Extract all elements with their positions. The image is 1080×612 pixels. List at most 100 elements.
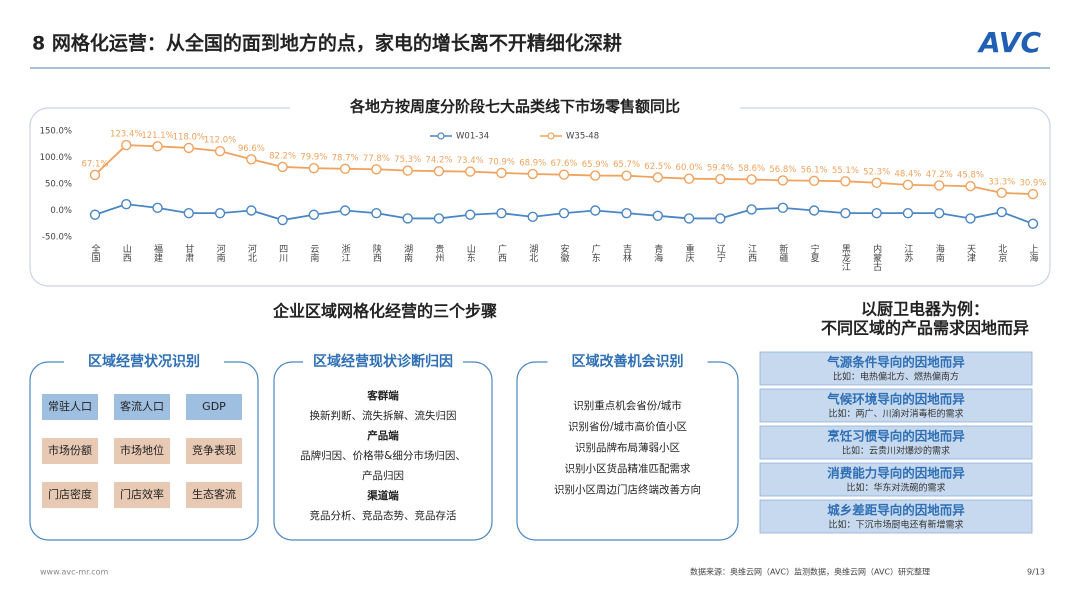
- data-point: [152, 141, 163, 152]
- data-point: [527, 211, 538, 223]
- data-label: 45.8%: [957, 171, 984, 181]
- example-box: [759, 425, 1033, 460]
- data-point: [746, 204, 757, 215]
- data-label: 56.1%: [801, 165, 828, 175]
- data-point: [465, 166, 476, 177]
- data-point: [402, 165, 413, 176]
- example-title: 烹饪习惯导向的因地而异: [827, 429, 965, 444]
- x-tick-label: 江西: [746, 244, 757, 263]
- data-point: [777, 202, 789, 214]
- example-box: [759, 388, 1033, 423]
- x-tick-label: 江苏: [902, 244, 913, 263]
- step-line: 识别小区货品精准匹配需求: [565, 462, 691, 475]
- data-point: [433, 165, 445, 177]
- data-point: [183, 142, 195, 154]
- step-cell: [42, 482, 98, 508]
- data-label: 56.8%: [769, 165, 796, 175]
- data-point: [652, 210, 663, 222]
- step-cell-label: 市场地位: [120, 443, 164, 457]
- step-title: 区域经营状况识别: [88, 353, 200, 370]
- x-tick-label: 北京: [996, 244, 1007, 263]
- data-point: [89, 169, 101, 181]
- data-point: [339, 205, 351, 216]
- example-note: 比如：云贵川对爆炒的需求: [842, 445, 950, 457]
- data-point: [934, 180, 945, 191]
- step-title-bg: [303, 352, 463, 372]
- data-label: 65.7%: [613, 160, 640, 170]
- data-point: [621, 207, 632, 219]
- data-point: [89, 209, 101, 220]
- step-cell-label: 竞争表现: [192, 443, 236, 457]
- data-label: 62.5%: [644, 162, 671, 172]
- data-point: [183, 207, 195, 219]
- data-label: 118.0%: [173, 132, 205, 142]
- step-cell: [186, 482, 242, 508]
- data-point: [121, 139, 132, 151]
- data-point: [1027, 218, 1039, 229]
- data-point: [871, 177, 882, 188]
- x-tick-label: 青海: [652, 243, 663, 263]
- step-cell: [114, 482, 170, 508]
- steps-title: 企业区域网格化经营的三个步骤: [272, 302, 497, 321]
- data-point: [871, 207, 882, 219]
- x-tick-label: 湖北: [527, 244, 538, 263]
- example-note: 比如：华东对洗碗的需求: [846, 482, 945, 494]
- legend-marker: [437, 132, 445, 140]
- x-tick-label: 安徽: [559, 243, 570, 263]
- x-tick-label: 新疆: [777, 243, 788, 263]
- x-tick-label: 浙江: [340, 243, 351, 263]
- data-label: 60.0%: [676, 163, 703, 173]
- step-cell-label: 常驻人口: [48, 399, 92, 413]
- step-line: 识别小区周边门店终端改善方向: [554, 483, 701, 496]
- data-point: [902, 207, 914, 219]
- y-tick-label: 50.0%: [45, 180, 72, 190]
- step-cell-label: 客流人口: [120, 399, 164, 413]
- step-cell-label: 门店效率: [120, 487, 164, 501]
- data-point: [1027, 188, 1039, 200]
- data-point: [214, 207, 226, 219]
- data-point: [746, 174, 757, 185]
- example-title: 气源条件导向的因地而异: [826, 355, 965, 370]
- step-cell: [114, 394, 170, 420]
- x-tick-label: 广东: [590, 243, 601, 262]
- data-point: [840, 176, 851, 187]
- data-point: [590, 205, 601, 216]
- footer-source: 数据来源：奥维云网（AVC）监测数据，奥维云网（AVC）研究整理: [690, 567, 930, 577]
- x-tick-label: 四川: [277, 244, 288, 262]
- data-label: 73.4%: [457, 156, 484, 166]
- x-tick-label: 内蒙古: [871, 243, 882, 272]
- data-point: [433, 213, 445, 224]
- step-cell: [186, 394, 242, 420]
- data-point: [558, 207, 570, 219]
- data-label: 96.6%: [238, 144, 265, 154]
- example-box: [759, 499, 1033, 534]
- legend-marker: [547, 132, 555, 140]
- data-label: 65.9%: [582, 160, 609, 170]
- x-tick-label: 河南: [215, 243, 226, 262]
- data-label: 67.1%: [81, 159, 108, 169]
- data-point: [715, 173, 726, 185]
- example-note: 比如：电热偏北方、燃热偏南方: [833, 371, 959, 383]
- data-point: [683, 213, 695, 224]
- y-tick-label: 100.0%: [40, 153, 72, 163]
- step-cell-label: GDP: [202, 400, 226, 413]
- chart-title-bg: [290, 96, 740, 118]
- y-tick-label: 0.0%: [50, 206, 72, 216]
- x-tick-label: 辽宁: [715, 244, 726, 262]
- example-title: 城乡差距导向的因地而异: [827, 503, 965, 518]
- x-tick-label: 重庆: [684, 243, 695, 263]
- data-label: 74.2%: [425, 156, 452, 166]
- x-tick-label: 甘肃: [183, 243, 194, 263]
- data-label: 68.9%: [519, 158, 546, 168]
- x-tick-label: 天津: [965, 244, 976, 263]
- x-tick-label: 贵州: [433, 243, 444, 262]
- x-tick-label: 广西: [496, 243, 507, 263]
- data-point: [277, 161, 288, 173]
- data-label: 79.9%: [300, 153, 327, 163]
- data-label: 67.6%: [550, 159, 577, 169]
- data-label: 70.9%: [488, 157, 515, 167]
- data-point: [465, 209, 476, 220]
- example-box: [759, 462, 1033, 497]
- step-subhead: 客群端: [366, 389, 399, 402]
- data-point: [339, 163, 351, 174]
